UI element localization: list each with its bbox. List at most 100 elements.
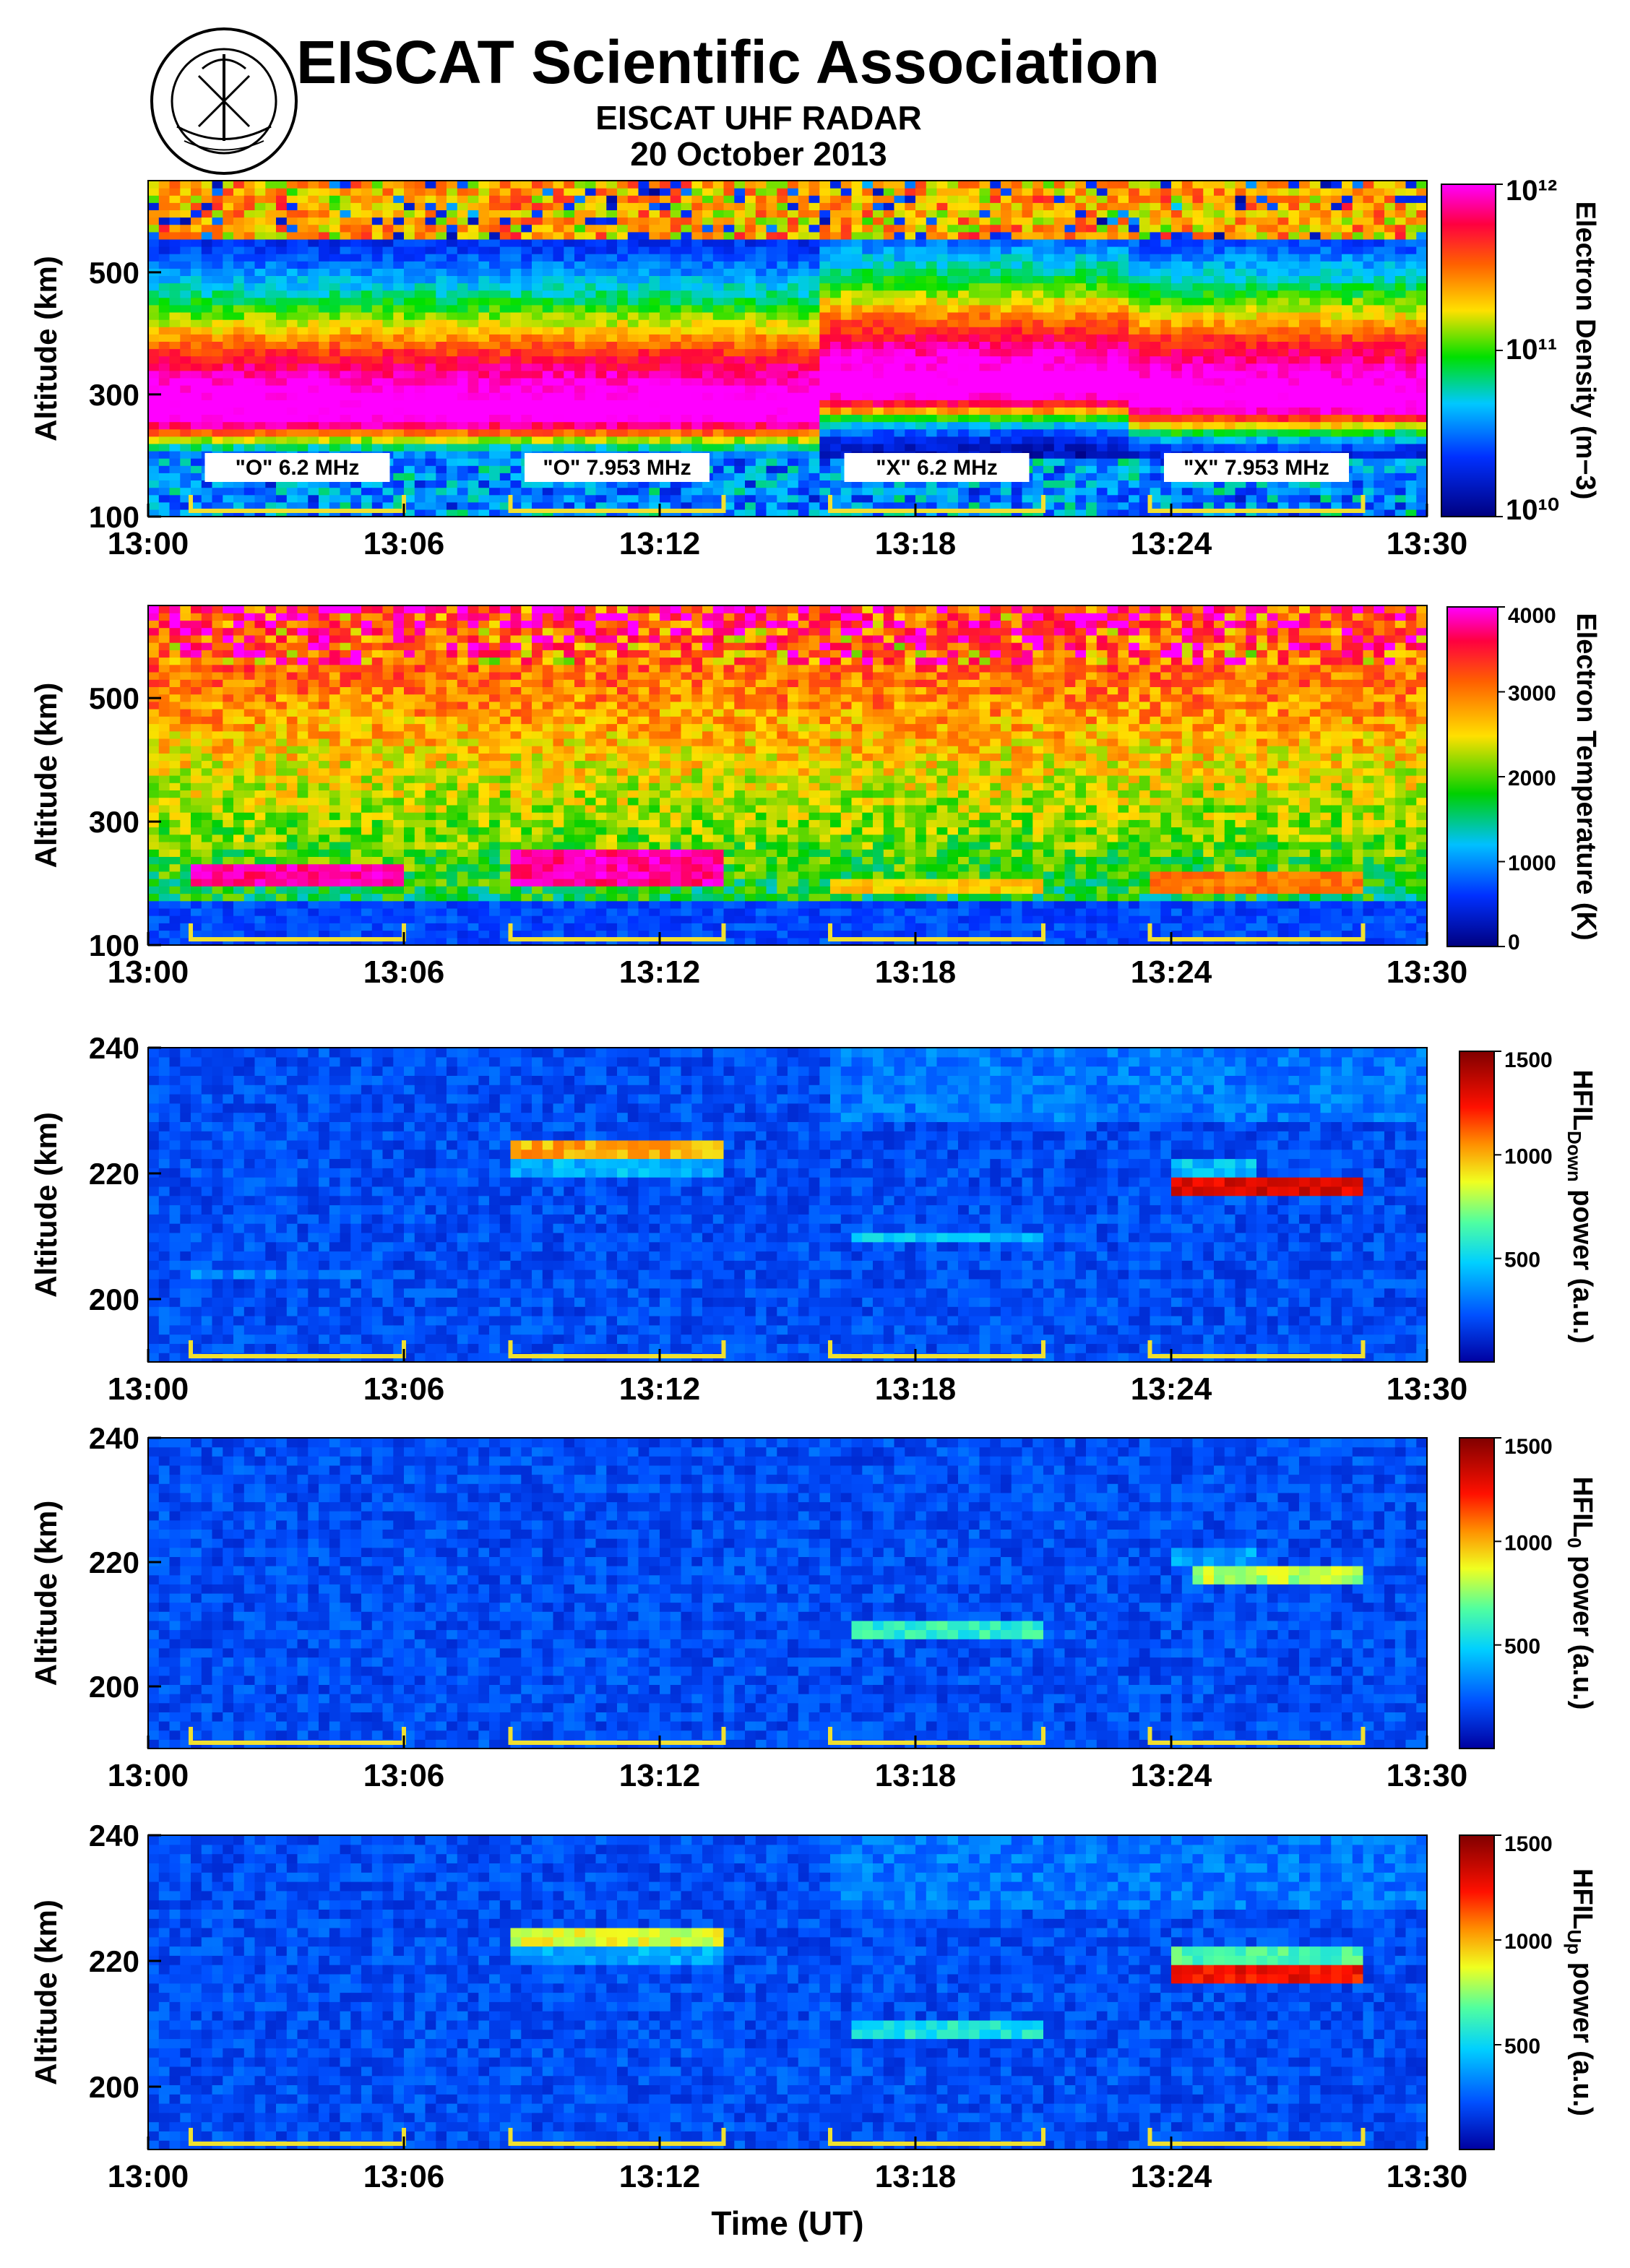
heatmap-cell [478, 239, 489, 247]
heatmap-cell [617, 436, 628, 444]
heatmap-cell [191, 327, 202, 335]
heatmap-cell [148, 341, 159, 349]
heatmap-cell [639, 385, 650, 393]
heatmap-cell [596, 488, 607, 496]
heatmap-cell [244, 400, 255, 408]
heatmap-cell [233, 319, 244, 327]
heatmap-cell [170, 363, 181, 371]
heatmap-cell [308, 246, 319, 254]
heatmap-cell [170, 356, 181, 364]
heatmap-cell [649, 356, 660, 364]
heatmap-cell [233, 312, 244, 320]
heatmap-cell [426, 465, 436, 473]
heatmap-cell [585, 341, 596, 349]
heatmap-cell [223, 239, 233, 247]
heatmap-cell [329, 429, 340, 437]
heatmap-cell [383, 239, 394, 247]
heatmap-cell [585, 298, 596, 306]
heatmap-cell [319, 217, 329, 225]
heatmap-cell [617, 225, 628, 233]
heatmap-cell [447, 400, 457, 408]
heatmap-cell [159, 319, 170, 327]
heatmap-cell [340, 341, 351, 349]
heatmap-cell [426, 217, 436, 225]
heatmap-cell [468, 444, 479, 452]
heatmap-cell [159, 225, 170, 233]
heatmap-cell [500, 415, 511, 423]
heatmap-cell [265, 225, 276, 233]
heatmap-cell [543, 356, 553, 364]
heatmap-cell [287, 341, 298, 349]
heatmap-cell [447, 429, 457, 437]
heatmap-cell [393, 341, 404, 349]
heatmap-cell [298, 305, 309, 313]
heatmap-cell [180, 305, 191, 313]
heatmap-cell [265, 356, 276, 364]
heatmap-cell [660, 363, 670, 371]
heatmap-cell [276, 246, 287, 254]
heatmap-cell [308, 312, 319, 320]
heatmap-cell [265, 341, 276, 349]
heatmap-cell [511, 436, 522, 444]
heatmap-cell [276, 385, 287, 393]
heatmap-cell [350, 181, 361, 189]
heatmap-cell [596, 392, 607, 400]
heatmap-cell [617, 217, 628, 225]
heatmap-cell [393, 407, 404, 415]
heatmap-cell [426, 509, 436, 517]
heatmap-cell [436, 341, 447, 349]
heatmap-cell [511, 444, 522, 452]
heatmap-cell [265, 261, 276, 269]
heatmap-cell [159, 254, 170, 262]
heatmap-cell [606, 246, 617, 254]
heatmap-cell [191, 217, 202, 225]
heatmap-cell [276, 444, 287, 452]
heatmap-cell [170, 444, 181, 452]
heatmap-cell [511, 290, 522, 298]
heatmap-cell [468, 415, 479, 423]
heatmap-cell [340, 254, 351, 262]
heatmap-cell [265, 495, 276, 503]
heatmap-cell [170, 327, 181, 335]
heatmap-cell [223, 356, 233, 364]
heatmap-cell [574, 268, 585, 276]
heatmap-cell [543, 422, 553, 430]
heatmap-cell [383, 275, 394, 283]
heatmap-cell [265, 210, 276, 217]
heatmap-cell [606, 283, 617, 291]
heatmap-cell [596, 371, 607, 379]
heatmap-cell [340, 363, 351, 371]
heatmap-cell [596, 188, 607, 196]
heatmap-cell [628, 210, 639, 217]
heatmap-cell [223, 415, 233, 423]
heatmap-cell [415, 509, 426, 517]
heatmap-cell [574, 378, 585, 386]
heatmap-cell [617, 334, 628, 342]
heatmap-cell [585, 195, 596, 203]
heatmap-cell [350, 210, 361, 217]
heatmap-cell [596, 502, 607, 510]
heatmap-cell [574, 298, 585, 306]
heatmap-cell [340, 495, 351, 503]
heatmap-cell [500, 217, 511, 225]
heatmap-cell [255, 407, 266, 415]
heatmap-cell [543, 341, 553, 349]
heatmap-cell [511, 473, 522, 480]
heatmap-cell [372, 502, 383, 510]
heatmap-cell [478, 341, 489, 349]
heatmap-cell [447, 188, 457, 196]
heatmap-cell [148, 473, 159, 480]
heatmap-cell [457, 202, 468, 210]
heatmap-cell [521, 232, 532, 240]
heatmap-cell [180, 312, 191, 320]
heatmap-cell [361, 429, 372, 437]
heatmap-cell [468, 298, 479, 306]
heatmap-cell [564, 392, 574, 400]
heatmap-cell [468, 305, 479, 313]
heatmap-cell [553, 371, 564, 379]
heatmap-cell [393, 275, 404, 283]
heatmap-cell [574, 312, 585, 320]
heatmap-cell [596, 195, 607, 203]
heatmap-cell [276, 298, 287, 306]
heatmap-cell [308, 334, 319, 342]
